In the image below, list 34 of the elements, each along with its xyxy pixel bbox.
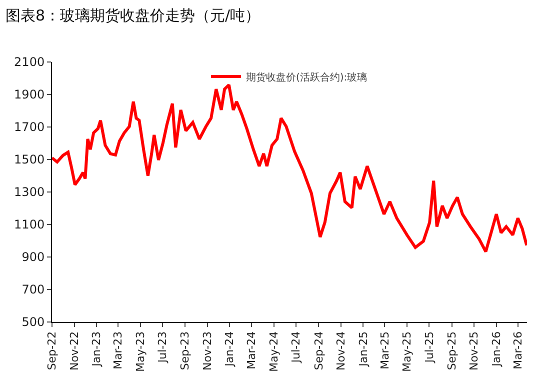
x-tick-label: Mar-25 bbox=[378, 331, 392, 370]
x-tick-label: Jan-23 bbox=[90, 331, 104, 368]
x-tick-label: Sep-22 bbox=[46, 331, 59, 370]
x-tick-label: Jul-24 bbox=[290, 331, 303, 364]
x-tick-label: Jan-26 bbox=[490, 331, 503, 368]
x-tick-label: Nov-22 bbox=[68, 331, 81, 371]
x-tick-label: Jul-25 bbox=[422, 331, 436, 364]
x-tick-label: Sep-25 bbox=[445, 331, 458, 370]
x-tick-label: Mar-26 bbox=[511, 331, 524, 370]
x-tick-label: Nov-25 bbox=[468, 331, 481, 371]
x-tick-label: Mar-23 bbox=[112, 331, 125, 370]
x-tick-label: Sep-24 bbox=[312, 331, 326, 370]
chart-title: 图表8：玻璃期货收盘价走势（元/吨） bbox=[5, 6, 260, 24]
line-series bbox=[52, 83, 527, 254]
x-tick-label: Mar-24 bbox=[245, 331, 258, 370]
y-tick-label: 2100 bbox=[14, 55, 45, 70]
x-tick-label: May-25 bbox=[400, 331, 414, 372]
legend-label: 期货收盘价(活跃合约):玻璃 bbox=[246, 71, 368, 84]
y-tick-label: 1500 bbox=[14, 152, 45, 167]
y-tick-label: 1100 bbox=[14, 218, 45, 232]
y-tick-label: 900 bbox=[22, 250, 45, 264]
x-tick-label: Jul-23 bbox=[156, 331, 170, 364]
y-tick-label: 1300 bbox=[14, 185, 45, 200]
y-tick-label: 500 bbox=[22, 315, 45, 330]
y-tick-label: 1900 bbox=[14, 88, 45, 102]
x-tick-label: May-24 bbox=[267, 331, 280, 372]
x-tick-label: Jan-24 bbox=[223, 331, 236, 368]
x-tick-label: Nov-24 bbox=[334, 331, 348, 371]
x-tick-label: Jan-25 bbox=[356, 331, 370, 368]
y-tick-label: 1700 bbox=[14, 120, 45, 134]
x-tick-label: Nov-23 bbox=[200, 331, 214, 371]
x-tick-label: Sep-23 bbox=[178, 331, 192, 370]
y-tick-label: 700 bbox=[22, 282, 45, 297]
x-tick-label: May-23 bbox=[134, 331, 147, 372]
